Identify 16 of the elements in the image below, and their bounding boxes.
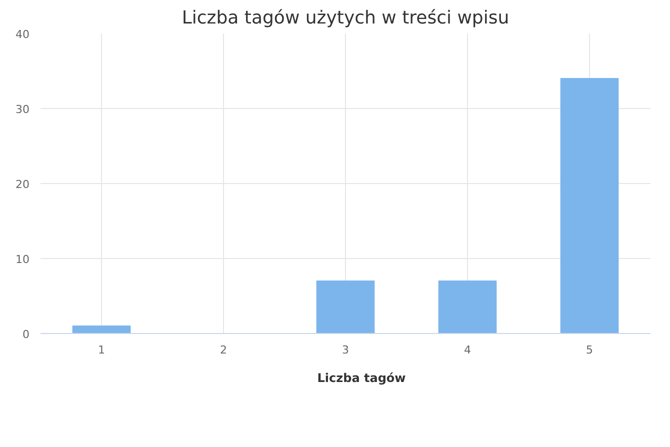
chart-title: Liczba tagów użytych w treści wpisu: [182, 8, 510, 28]
x-tick-label: 1: [98, 344, 105, 356]
x-tick-label: 2: [220, 344, 227, 356]
y-tick-label: 30: [16, 103, 30, 116]
bar: [72, 326, 131, 334]
bar: [316, 280, 375, 334]
bar: [560, 78, 619, 334]
y-tick-label: 40: [16, 28, 30, 41]
x-tick-label: 4: [464, 344, 471, 356]
x-tick-label: 3: [342, 344, 349, 356]
x-tick-label: 5: [586, 344, 593, 356]
y-tick-label: 0: [22, 328, 30, 341]
y-tick-label: 20: [16, 178, 30, 191]
y-tick-label: 10: [16, 253, 30, 266]
text: Liczba tagów: [317, 371, 406, 385]
bar: [438, 280, 497, 334]
